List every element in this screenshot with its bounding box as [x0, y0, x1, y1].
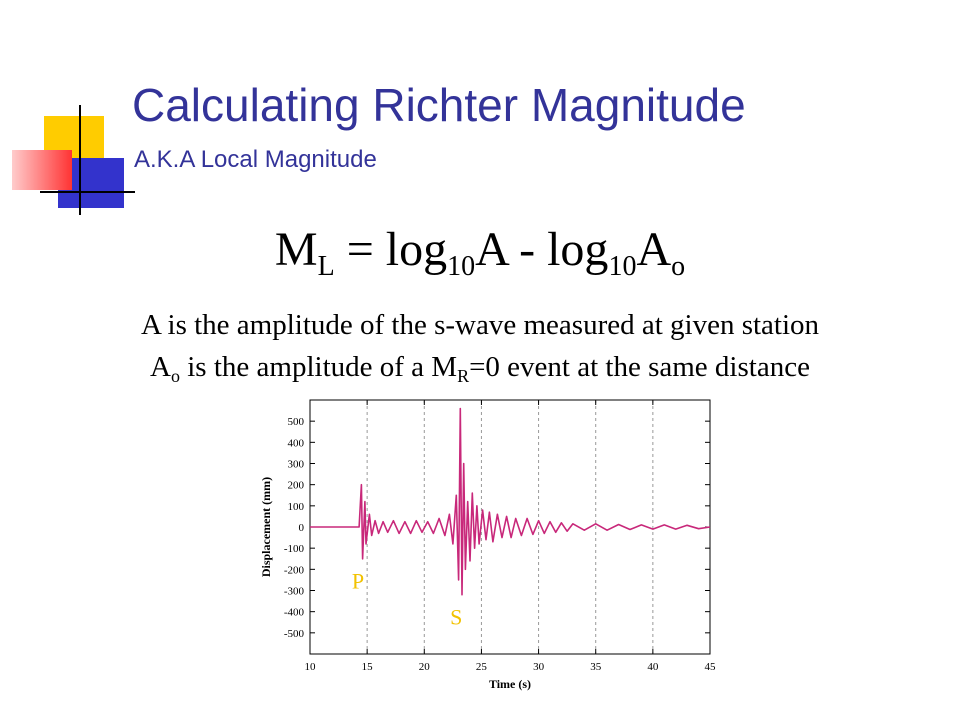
y-tick-label: 400 — [288, 437, 305, 449]
x-tick-label: 20 — [419, 661, 431, 673]
x-tick-label: 15 — [362, 661, 374, 673]
definition-reference-amplitude: Ao is the amplitude of a MR=0 event at t… — [0, 351, 960, 386]
def2-r-subscript: R — [457, 366, 470, 386]
def2-mid: is the amplitude of a M — [180, 351, 458, 383]
formula-l-subscript: L — [317, 251, 335, 282]
slide-title: Calculating Richter Magnitude — [132, 79, 746, 131]
x-tick-label: 10 — [305, 661, 317, 673]
x-tick-label: 40 — [647, 661, 659, 673]
y-tick-label: 300 — [288, 459, 305, 471]
def2-end: =0 event at the same distance — [469, 351, 810, 383]
y-tick-label: -400 — [284, 607, 305, 619]
y-tick-label: 200 — [288, 480, 305, 492]
y-tick-label: -200 — [284, 564, 305, 576]
phase-label-p: P — [352, 568, 364, 593]
phase-label-s: S — [450, 604, 462, 629]
def2-o-subscript: o — [171, 366, 180, 386]
formula-mid2: A - log — [475, 223, 609, 276]
y-tick-label: 500 — [288, 416, 305, 428]
y-tick-label: 0 — [299, 522, 305, 534]
seismogram-trace — [310, 407, 711, 596]
formula-a: A — [636, 223, 672, 276]
formula-o-subscript: o — [671, 251, 686, 282]
deco-vertical-line — [79, 105, 81, 215]
y-tick-label: -300 — [284, 586, 305, 598]
deco-horizontal-line — [40, 191, 135, 193]
x-axis-label: Time (s) — [489, 677, 531, 691]
formula-base2: 10 — [608, 251, 637, 282]
formula-mid1: = log — [334, 223, 448, 276]
x-tick-label: 25 — [476, 661, 488, 673]
y-axis-label: Displacement (mm) — [259, 477, 273, 577]
definition-amplitude: A is the amplitude of the s-wave measure… — [140, 309, 820, 341]
formula-base1: 10 — [447, 251, 476, 282]
deco-red-square — [12, 150, 72, 190]
y-tick-label: -500 — [284, 628, 305, 640]
def2-a: A — [150, 351, 171, 383]
magnitude-formula: ML = log10A - log10Ao — [0, 222, 960, 281]
seismogram-chart: 10 15 20 25 30 35 40 45 500 400 300 200 100 0 -100 -200… — [259, 399, 717, 691]
slide-subtitle: A.K.A Local Magnitude — [134, 146, 377, 173]
y-tick-label: -100 — [284, 543, 305, 555]
x-tick-label: 35 — [590, 661, 602, 673]
x-tick-label: 30 — [533, 661, 545, 673]
y-tick-label: 100 — [288, 501, 305, 513]
formula-m: M — [274, 223, 318, 276]
x-tick-label: 45 — [705, 661, 717, 673]
